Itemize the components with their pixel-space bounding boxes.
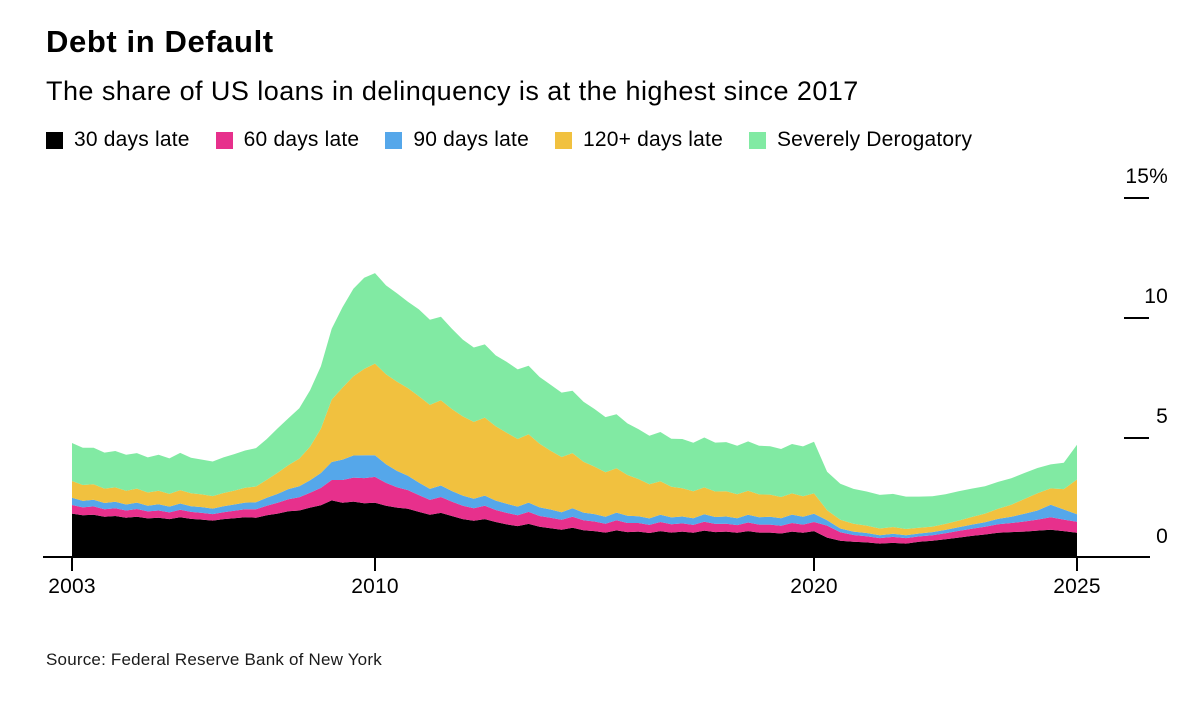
legend-item-60-days-late: 60 days late — [215, 128, 360, 152]
x-tick-label-2020: 2020 — [790, 575, 838, 598]
page-title: Debt in Default — [46, 24, 274, 59]
legend-item-120-days-late: 120+ days late — [554, 128, 723, 152]
legend-swatch-90-days-late — [385, 131, 403, 149]
x-tick-label-2025: 2025 — [1053, 575, 1101, 598]
legend-item-severely-derogatory: Severely Derogatory — [748, 128, 973, 152]
y-tick-label-10: 10 — [1144, 285, 1168, 308]
legend-label: 60 days late — [243, 128, 360, 151]
legend-item-90-days-late: 90 days late — [385, 128, 529, 152]
legend-swatch-30-days-late — [46, 131, 63, 149]
legend-label: Severely Derogatory — [776, 128, 973, 151]
chart-subtitle: The share of US loans in delinquency is … — [46, 76, 859, 106]
x-tick-label-2010: 2010 — [351, 575, 399, 598]
legend-swatch-60-days-late — [215, 131, 233, 149]
area-60-days-late — [72, 476, 1077, 544]
legend-label: 30 days late — [74, 128, 190, 151]
y-tick-label-5: 5 — [1156, 405, 1168, 428]
legend-swatch-severely-derogatory — [748, 131, 766, 149]
chart-legend: 30 days late 60 days late 90 days late 1… — [46, 128, 972, 152]
area-120-days-late — [72, 363, 1077, 536]
legend-label: 90 days late — [413, 128, 529, 151]
legend-label: 120+ days late — [582, 128, 723, 151]
y-tick-label-15: 15% — [1125, 165, 1168, 188]
y-tick-label-0: 0 — [1156, 525, 1168, 548]
area-90-days-late — [72, 455, 1077, 539]
legend-swatch-120-days-late — [554, 131, 572, 149]
source-note: Source: Federal Reserve Bank of New York — [46, 650, 382, 669]
legend-item-30-days-late: 30 days late — [46, 128, 190, 152]
x-tick-label-2003: 2003 — [48, 575, 96, 598]
area-severely-derogatory — [72, 273, 1077, 529]
area-30-days-late — [72, 500, 1077, 558]
